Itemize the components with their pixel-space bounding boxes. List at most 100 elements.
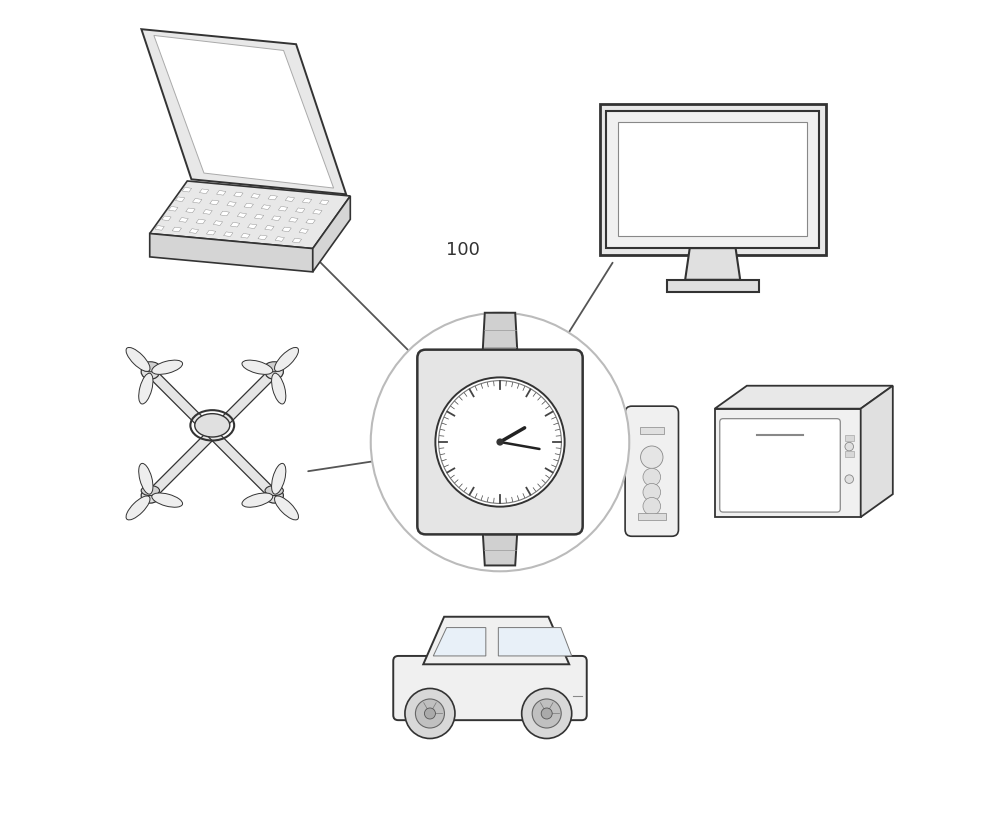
Polygon shape [423,617,569,664]
Circle shape [845,442,854,451]
Polygon shape [147,369,216,437]
Circle shape [371,313,629,571]
Circle shape [641,446,663,469]
Ellipse shape [152,360,183,374]
Bar [845,451,854,457]
Bar [845,435,854,441]
Polygon shape [296,208,305,213]
Ellipse shape [141,488,160,503]
Polygon shape [147,430,216,499]
Circle shape [424,708,435,719]
Polygon shape [289,218,298,222]
Polygon shape [227,202,236,206]
Circle shape [643,497,661,515]
Polygon shape [241,234,250,239]
Polygon shape [220,211,229,216]
Polygon shape [498,628,572,656]
Polygon shape [154,36,334,188]
Polygon shape [217,190,226,195]
Bar [640,427,664,434]
Ellipse shape [265,362,283,372]
Polygon shape [155,225,164,230]
Ellipse shape [275,348,299,371]
Polygon shape [210,200,219,204]
Circle shape [522,689,572,739]
FancyBboxPatch shape [393,656,587,721]
Polygon shape [224,232,233,237]
Ellipse shape [242,360,273,374]
Circle shape [435,378,565,507]
Text: 100: 100 [446,241,479,259]
FancyBboxPatch shape [417,349,583,535]
Polygon shape [292,239,302,243]
Ellipse shape [141,364,160,379]
Polygon shape [254,214,264,219]
Bar [606,111,819,249]
Circle shape [643,484,661,501]
Polygon shape [209,430,278,499]
Polygon shape [244,203,253,208]
Ellipse shape [141,485,160,495]
Polygon shape [258,235,267,239]
Polygon shape [313,196,350,272]
Polygon shape [209,369,278,437]
Circle shape [415,699,444,728]
Polygon shape [141,29,346,194]
Circle shape [643,468,661,486]
Polygon shape [230,223,240,227]
Ellipse shape [139,373,153,404]
FancyBboxPatch shape [720,419,840,512]
Ellipse shape [265,364,283,379]
Ellipse shape [272,464,286,495]
Ellipse shape [275,496,299,520]
Polygon shape [482,313,518,364]
Circle shape [532,699,561,728]
Ellipse shape [141,362,160,372]
Polygon shape [150,234,313,272]
Ellipse shape [126,348,150,371]
Polygon shape [278,206,288,211]
Polygon shape [715,385,893,409]
Polygon shape [206,230,216,235]
Polygon shape [196,219,205,224]
Polygon shape [175,197,185,202]
Polygon shape [237,213,247,218]
Polygon shape [272,216,281,221]
Polygon shape [251,193,260,198]
Polygon shape [313,209,322,214]
Polygon shape [299,229,308,234]
Polygon shape [248,224,257,229]
Ellipse shape [139,464,153,495]
Polygon shape [715,409,861,517]
Polygon shape [150,181,350,249]
Polygon shape [275,237,284,241]
Polygon shape [179,218,188,222]
Polygon shape [306,219,315,224]
Bar [600,104,826,255]
Polygon shape [302,198,312,203]
Polygon shape [320,200,329,204]
Ellipse shape [242,493,273,507]
Polygon shape [172,227,181,232]
FancyBboxPatch shape [625,406,678,536]
Circle shape [845,475,854,484]
Circle shape [497,440,503,445]
Polygon shape [162,216,171,221]
Polygon shape [234,192,243,197]
Polygon shape [193,198,202,203]
Polygon shape [203,209,212,214]
Bar [638,513,666,520]
Polygon shape [213,221,223,225]
Ellipse shape [152,493,183,507]
Polygon shape [285,197,295,202]
Polygon shape [861,385,893,517]
Polygon shape [482,520,518,565]
Ellipse shape [126,496,150,520]
Circle shape [405,689,455,739]
Polygon shape [268,195,277,200]
Bar [618,122,807,237]
Polygon shape [433,628,486,656]
Polygon shape [186,208,195,213]
Polygon shape [189,229,199,234]
Polygon shape [169,207,178,211]
